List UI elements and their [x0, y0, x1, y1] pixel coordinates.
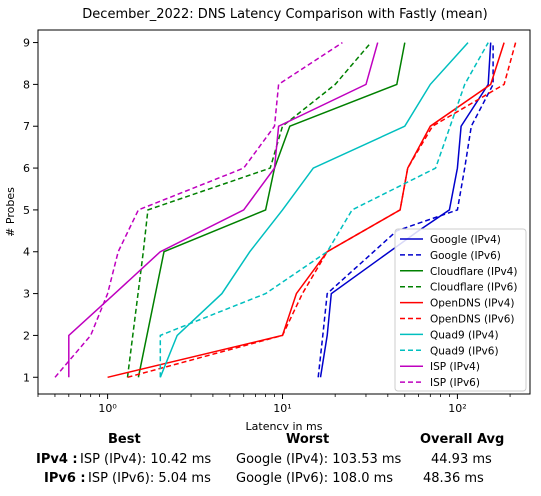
- row-ipv6-label: IPv6 :: [44, 471, 86, 486]
- legend-label: Quad9 (IPv4): [430, 329, 499, 341]
- y-axis-label: # Probes: [4, 187, 17, 237]
- series-line-1: [317, 42, 494, 378]
- series-line-9: [54, 41, 343, 378]
- x-tick-label: 10¹: [273, 402, 291, 415]
- axis-ticks: 10⁰ 10¹ 10² 1 2 3 4 5 6 7 8 9: [23, 37, 511, 415]
- y-tick-label: 1: [23, 371, 30, 384]
- y-tick-label: 2: [23, 329, 30, 342]
- series-line-6: [159, 42, 469, 378]
- y-tick-label: 8: [23, 78, 30, 91]
- series-line-5: [127, 42, 517, 379]
- header-best: Best: [108, 432, 141, 447]
- series-line-8: [68, 42, 379, 378]
- y-tick-label: 5: [23, 204, 30, 217]
- legend-label: ISP (IPv4): [430, 361, 480, 373]
- legend-label: Cloudflare (IPv6): [430, 282, 517, 294]
- y-tick-label: 3: [23, 288, 30, 301]
- latency-chart: December_2022: DNS Latency Comparison wi…: [4, 7, 531, 430]
- row-ipv4-avg: 44.93 ms: [431, 452, 492, 467]
- row-ipv4-best: ISP (IPv4): 10.42 ms: [80, 452, 212, 467]
- row-ipv4-label: IPv4 :: [36, 452, 78, 467]
- row-ipv6-worst: Google (IPv6): 108.0 ms: [236, 471, 394, 486]
- series-line-2: [137, 42, 406, 378]
- y-tick-label: 9: [23, 37, 30, 50]
- series-line-3: [126, 42, 372, 378]
- y-tick-label: 7: [23, 120, 30, 133]
- legend-label: Cloudflare (IPv4): [430, 266, 517, 278]
- legend-label: OpenDNS (IPv4): [430, 298, 515, 310]
- legend-label: Quad9 (IPv6): [430, 345, 499, 357]
- legend-box: [394, 228, 527, 392]
- header-avg: Overall Avg: [420, 432, 505, 447]
- legend-label: OpenDNS (IPv6): [430, 314, 515, 326]
- row-ipv4-worst: Google (IPv4): 103.53 ms: [236, 452, 402, 467]
- chart-title: December_2022: DNS Latency Comparison wi…: [82, 7, 487, 22]
- row-ipv6-best: ISP (IPv6): 5.04 ms: [88, 471, 211, 486]
- y-tick-label: 4: [23, 246, 30, 259]
- series-line-0: [319, 42, 492, 378]
- legend-label: ISP (IPv6): [430, 377, 480, 389]
- legend-label: Google (IPv6): [430, 250, 501, 262]
- x-tick-label: 10²: [448, 402, 466, 415]
- header-worst: Worst: [286, 432, 330, 447]
- x-axis-label: Latency in ms: [246, 420, 323, 430]
- x-tick-label: 10⁰: [98, 402, 117, 415]
- y-tick-label: 6: [23, 162, 30, 175]
- row-ipv6-avg: 48.36 ms: [423, 471, 484, 486]
- legend-label: Google (IPv4): [430, 234, 501, 246]
- plot-frame: [37, 29, 531, 395]
- legend: Google (IPv4) Google (IPv6) Cloudflare (IP…: [394, 228, 527, 392]
- series-lines: [54, 41, 517, 379]
- series-line-7: [159, 42, 489, 378]
